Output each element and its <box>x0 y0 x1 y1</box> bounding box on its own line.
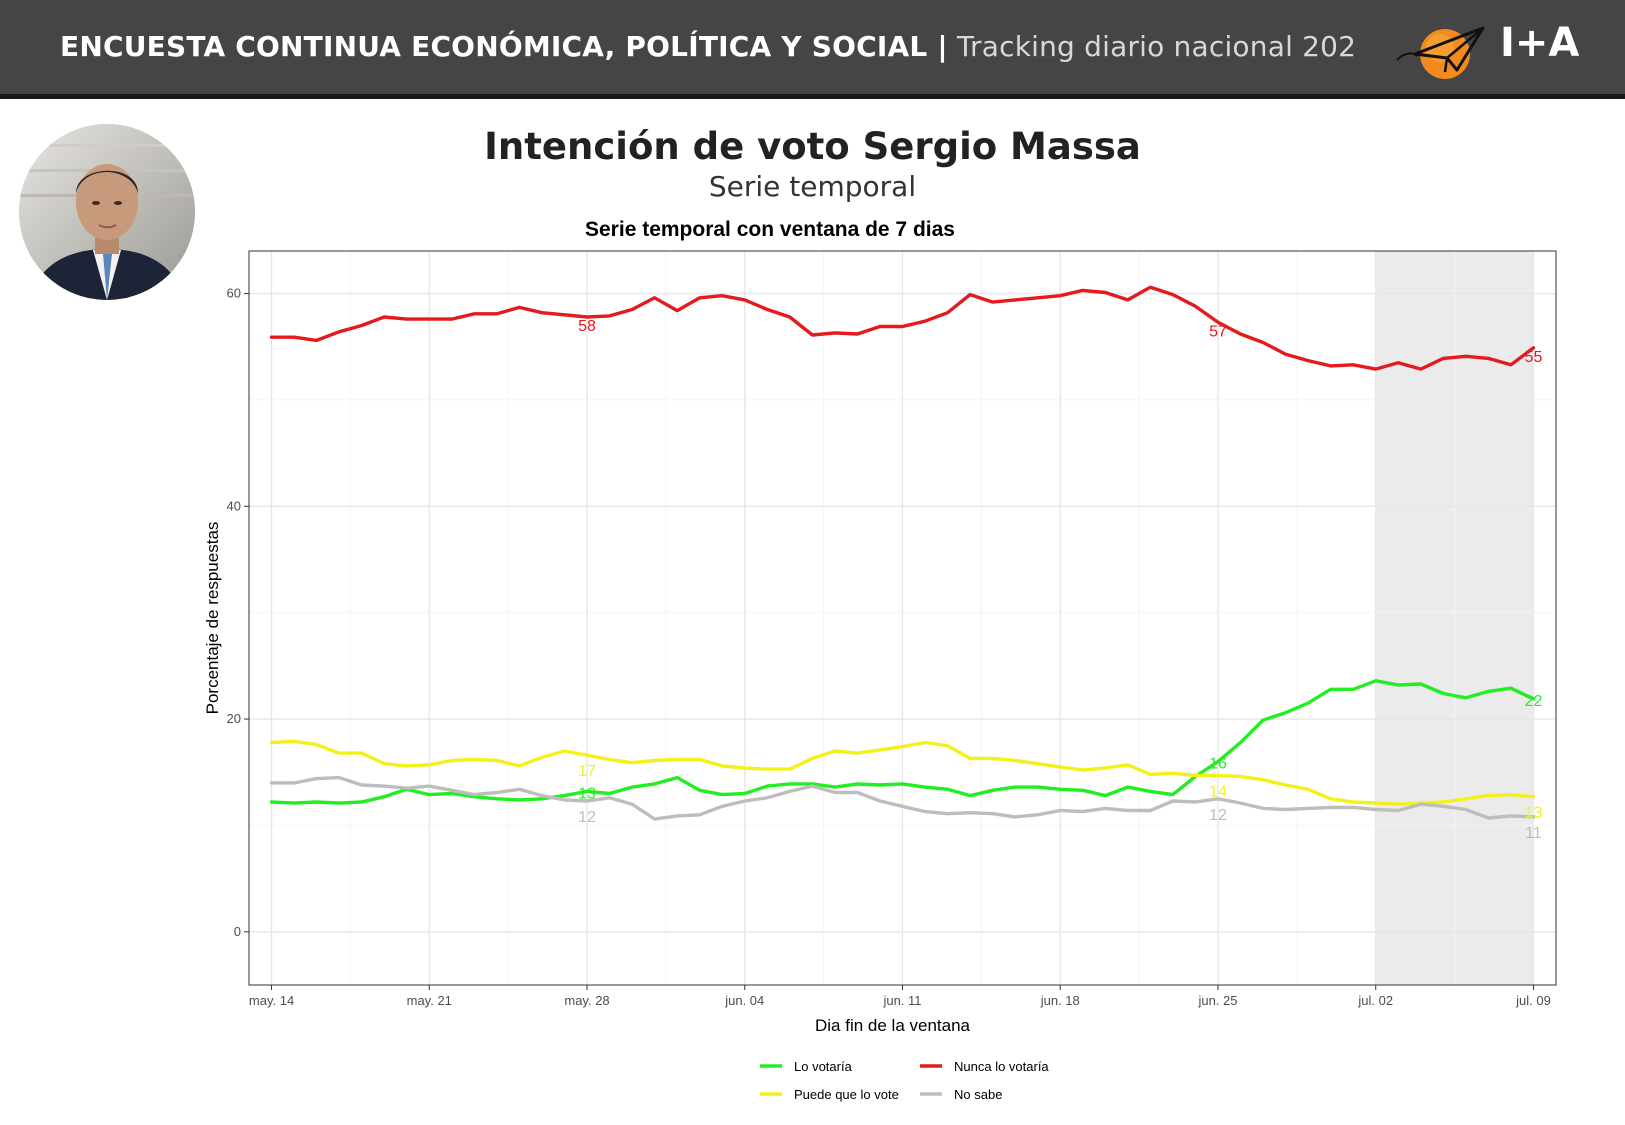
header-title-light: Tracking diario nacional 202 <box>956 30 1357 63</box>
logo-text: I+A <box>1500 20 1580 66</box>
portrait-icon <box>19 124 195 300</box>
legend-label: Lo votaría <box>794 1059 853 1074</box>
data-label: 11 <box>1525 825 1542 842</box>
x-tick-label: jun. 11 <box>882 993 921 1008</box>
series-line-1 <box>269 285 1536 371</box>
legend-label: No sabe <box>954 1087 1002 1102</box>
header-title: ENCUESTA CONTINUA ECONÓMICA, POLÍTICA Y … <box>60 30 1356 63</box>
y-axis-label: Porcentaje de respuestas <box>203 522 222 715</box>
y-tick-label: 60 <box>227 286 241 301</box>
data-label: 22 <box>1525 693 1543 710</box>
data-label: 13 <box>1525 805 1543 822</box>
header-title-bold: ENCUESTA CONTINUA ECONÓMICA, POLÍTICA Y … <box>60 30 948 63</box>
x-tick-label: may. 21 <box>407 993 452 1008</box>
x-axis-label: Dia fin de la ventana <box>815 1016 971 1035</box>
y-tick-label: 20 <box>227 711 241 726</box>
data-label: 58 <box>578 318 596 335</box>
x-tick-label: jul. 09 <box>1515 993 1551 1008</box>
x-tick-label: jun. 04 <box>724 993 764 1008</box>
data-label: 12 <box>1209 807 1227 824</box>
legend-label: Puede que lo vote <box>794 1087 899 1102</box>
data-label: 13 <box>578 785 596 802</box>
legend-label: Nunca lo votaría <box>954 1059 1049 1074</box>
series-line-0 <box>269 679 1536 805</box>
avatar <box>19 124 195 300</box>
chart-title: Serie temporal con ventana de 7 dias <box>585 218 955 241</box>
plot-border <box>248 250 1557 986</box>
data-label: 12 <box>578 809 596 826</box>
x-tick-label: jun. 25 <box>1197 993 1237 1008</box>
x-tick-label: may. 28 <box>564 993 609 1008</box>
header-divider <box>0 94 1625 99</box>
x-tick-label: jun. 18 <box>1040 993 1080 1008</box>
y-tick-label: 0 <box>234 924 241 939</box>
page-title: Intención de voto Sergio Massa <box>484 125 1141 168</box>
y-tick-label: 40 <box>227 498 241 513</box>
series-line-2 <box>269 739 1536 806</box>
page-subtitle: Serie temporal <box>708 170 917 203</box>
x-tick-label: may. 14 <box>249 993 294 1008</box>
data-label: 55 <box>1525 349 1543 366</box>
paper-plane-logo-icon <box>1396 26 1485 79</box>
data-label: 14 <box>1209 783 1227 800</box>
series-line-3 <box>269 775 1536 821</box>
data-label: 17 <box>578 763 596 780</box>
header-bar <box>0 0 1625 94</box>
data-label: 16 <box>1209 756 1227 773</box>
x-tick-label: jul. 02 <box>1357 993 1393 1008</box>
data-label: 57 <box>1209 323 1227 340</box>
